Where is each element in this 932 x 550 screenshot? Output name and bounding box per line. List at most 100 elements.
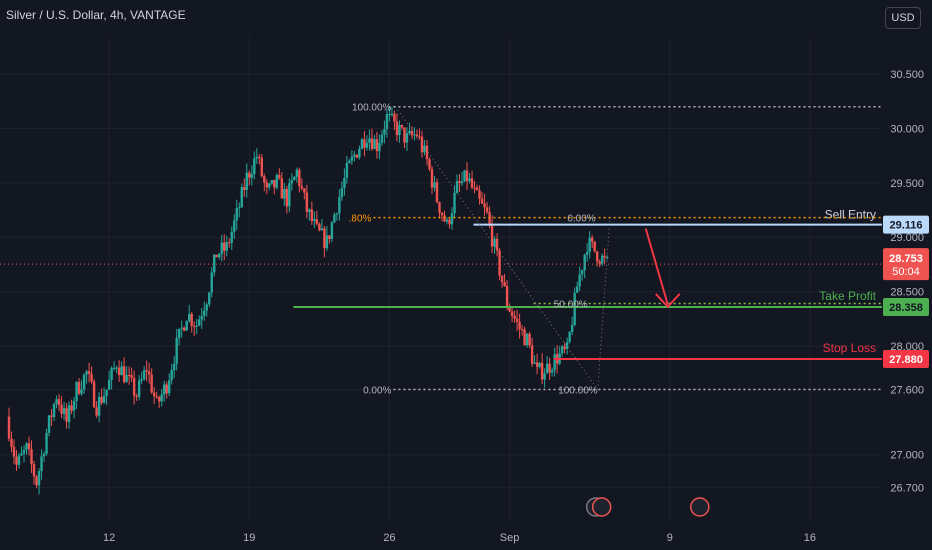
candle-body bbox=[170, 370, 173, 381]
candle-body bbox=[518, 321, 521, 330]
candle-body bbox=[125, 374, 128, 383]
fib-level-label: 0.00% bbox=[567, 214, 595, 225]
candle-body bbox=[188, 314, 191, 322]
candle-body bbox=[7, 416, 11, 439]
candle-body bbox=[548, 363, 551, 373]
candle-body bbox=[393, 113, 396, 122]
sell-arrow-head bbox=[655, 293, 681, 309]
candle-body bbox=[198, 319, 201, 326]
candle-body bbox=[560, 346, 564, 354]
x-tick-label: 9 bbox=[667, 532, 673, 544]
candle-body bbox=[513, 315, 516, 319]
sell-entry-price-tag bbox=[883, 215, 929, 234]
candle-body bbox=[250, 174, 253, 178]
candle-body bbox=[162, 384, 166, 395]
candle-body bbox=[52, 404, 56, 418]
candle-body bbox=[538, 362, 541, 367]
candle-body bbox=[310, 209, 314, 221]
candle-body bbox=[90, 373, 93, 382]
candle-body bbox=[580, 270, 584, 275]
candle-body bbox=[230, 231, 233, 243]
candle-body bbox=[50, 415, 53, 418]
candle-body bbox=[200, 315, 203, 320]
candle-body bbox=[523, 329, 526, 346]
candle-body bbox=[55, 399, 58, 405]
last-price-tag bbox=[883, 248, 929, 281]
candle-body bbox=[378, 142, 381, 152]
candle-body bbox=[603, 255, 606, 258]
candle-body bbox=[583, 254, 586, 271]
candle-body bbox=[280, 178, 284, 199]
candle-body bbox=[590, 237, 594, 242]
candle-body bbox=[423, 145, 426, 153]
candle-body bbox=[565, 341, 569, 349]
candle-body bbox=[80, 389, 83, 394]
candle-body bbox=[453, 192, 456, 214]
candle-body bbox=[468, 178, 471, 182]
candle-body bbox=[85, 371, 88, 375]
candle-body bbox=[380, 134, 384, 143]
y-tick-label: 28.000 bbox=[890, 341, 924, 353]
take-profit-label: Take Profit bbox=[819, 289, 876, 303]
currency-button[interactable]: USD bbox=[885, 7, 921, 29]
candle-body bbox=[498, 250, 501, 276]
candle-body bbox=[433, 182, 436, 188]
x-tick-label: Sep bbox=[500, 532, 520, 544]
candle-body bbox=[505, 286, 509, 307]
candle-body bbox=[308, 209, 311, 212]
fib-level-label: 100.00% bbox=[352, 103, 392, 114]
candle-body bbox=[208, 292, 211, 305]
candle-body bbox=[415, 134, 419, 137]
candle-body bbox=[120, 366, 123, 376]
candle-body bbox=[365, 142, 369, 148]
candle-body bbox=[293, 176, 296, 181]
candle-body bbox=[37, 471, 41, 486]
candle-body bbox=[72, 400, 76, 411]
candle-body bbox=[77, 382, 81, 394]
candle-body bbox=[60, 404, 63, 414]
candle-body bbox=[340, 188, 344, 198]
stop-loss-price-tag bbox=[883, 350, 929, 369]
fib-level-label: 50.00% bbox=[554, 300, 588, 311]
candle-body bbox=[180, 327, 183, 329]
candle-body bbox=[588, 237, 591, 253]
last-price-tag-countdown: 50:04 bbox=[892, 266, 920, 278]
candle-body bbox=[398, 124, 401, 136]
candle-body bbox=[205, 304, 208, 311]
candle-body bbox=[508, 306, 511, 312]
candle-body bbox=[12, 446, 16, 457]
candle-body bbox=[335, 213, 339, 215]
candle-body bbox=[363, 139, 366, 148]
candle-body bbox=[370, 138, 374, 149]
candle-body bbox=[425, 145, 429, 160]
candle-body bbox=[503, 282, 506, 287]
candle-body bbox=[32, 464, 36, 477]
candle-body bbox=[160, 394, 163, 402]
candle-body bbox=[275, 175, 279, 188]
candle-body bbox=[273, 180, 276, 188]
sell-entry-label: Sell Entry bbox=[825, 208, 876, 222]
candle-body bbox=[62, 408, 66, 414]
candle-body bbox=[405, 133, 409, 143]
candle-body bbox=[430, 169, 434, 188]
candle-body bbox=[568, 331, 571, 342]
candle-body bbox=[117, 367, 121, 376]
x-tick-label: 16 bbox=[804, 532, 816, 544]
candle-body bbox=[510, 311, 514, 316]
y-tick-label: 28.500 bbox=[890, 287, 924, 299]
x-tick-label: 12 bbox=[103, 532, 115, 544]
candle-body bbox=[45, 432, 48, 454]
fib-trend-line bbox=[597, 220, 611, 390]
candle-body bbox=[573, 292, 576, 325]
candle-body bbox=[235, 207, 238, 221]
candle-body bbox=[585, 252, 589, 255]
candle-body bbox=[345, 162, 349, 178]
candle-body bbox=[112, 367, 116, 369]
candle-body bbox=[253, 158, 256, 175]
candle-body bbox=[473, 187, 476, 189]
candle-body bbox=[47, 415, 51, 433]
candle-body bbox=[102, 396, 106, 403]
candle-body bbox=[268, 183, 271, 188]
candle-body bbox=[325, 235, 329, 249]
